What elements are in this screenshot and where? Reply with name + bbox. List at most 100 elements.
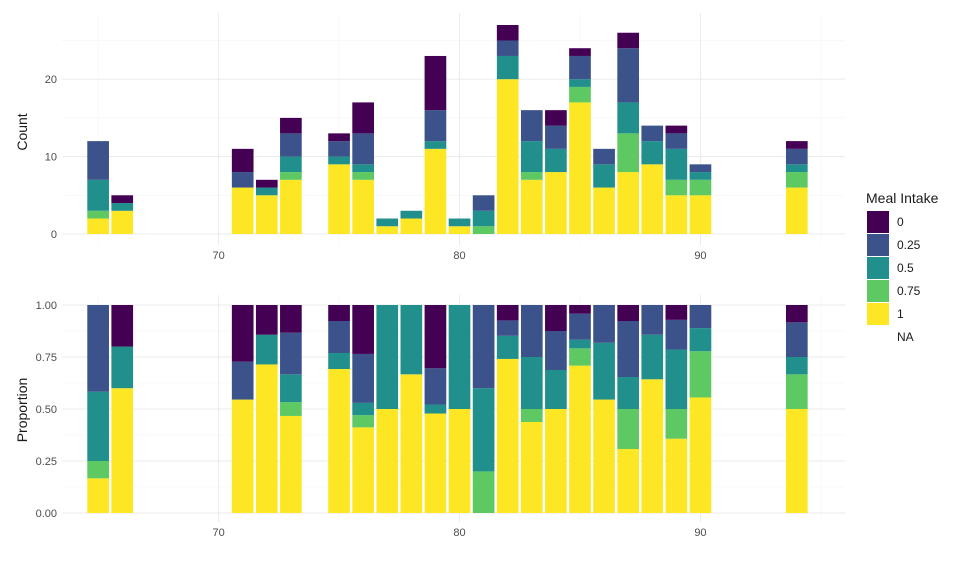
count-bar-87-intake-0 (617, 32, 640, 49)
count-bar-85-intake-0.25 (569, 55, 591, 80)
proportion-bar-82-intake-0 (496, 305, 519, 321)
legend-key-0.5 (867, 257, 889, 279)
count-bar-65-intake-1 (87, 218, 109, 234)
count-bar-73-intake-1 (280, 179, 302, 234)
legend-label-0.5: 0.5 (897, 261, 914, 275)
count-bar-72-intake-0 (255, 179, 278, 188)
proportion-bar-94-intake-0 (785, 305, 808, 323)
count-bar-94-intake-1 (785, 187, 808, 234)
proportion-panel: 0.00 0.25 0.50 0.75 1.00 70 80 90 Proportion (14, 295, 845, 539)
proportion-bar-87-intake-0.25 (617, 321, 640, 377)
proportion-bar-66-intake-0.5 (111, 346, 134, 389)
count-bar-76-intake-1 (352, 179, 374, 234)
count-y-axis-title: Count (14, 113, 30, 150)
count-bar-79-intake-1 (424, 148, 447, 234)
proportion-bar-76-intake-0.5 (352, 402, 374, 416)
count-x-ticks: 70 80 90 (212, 250, 706, 262)
proportion-y-tick-label: 0.00 (36, 508, 57, 520)
proportion-y-axis-title: Proportion (14, 378, 30, 443)
proportion-bar-76-intake-0.25 (352, 353, 374, 403)
proportion-x-tick-label: 90 (694, 527, 706, 539)
count-bar-72-intake-1 (255, 195, 278, 234)
proportion-bar-75-intake-0.25 (328, 321, 350, 353)
count-bar-81-intake-0.75 (472, 226, 495, 234)
count-y-tick-label: 0 (51, 229, 57, 241)
count-bar-87-intake-0.5 (617, 102, 640, 134)
proportion-bar-87-intake-1 (617, 449, 640, 513)
count-bar-85-intake-1 (569, 102, 591, 234)
proportion-bar-87-intake-0 (617, 305, 640, 321)
count-bar-89-intake-0.75 (665, 179, 688, 196)
count-bar-84-intake-0 (545, 110, 567, 126)
proportion-bar-82-intake-1 (496, 358, 519, 513)
count-bar-66-intake-0 (111, 195, 134, 204)
proportion-y-tick-label: 0.75 (36, 352, 57, 364)
proportion-y-tick-label: 0.25 (36, 456, 57, 468)
proportion-bar-81-intake-0.75 (472, 471, 495, 513)
legend-label-0.25: 0.25 (897, 238, 921, 252)
count-bar-76-intake-0 (352, 102, 374, 134)
count-bar-86-intake-0.5 (593, 164, 615, 188)
proportion-bar-78-intake-1 (400, 374, 423, 513)
count-bar-82-intake-0 (496, 25, 519, 41)
proportion-bar-72-intake-1 (255, 364, 278, 513)
count-bar-65-intake-0.25 (87, 141, 109, 180)
proportion-bar-90-intake-1 (689, 397, 712, 513)
count-bar-66-intake-1 (111, 210, 134, 234)
count-bar-83-intake-0.5 (520, 141, 543, 173)
count-bar-94-intake-0.25 (785, 148, 808, 165)
count-bar-82-intake-0.5 (496, 55, 519, 80)
proportion-bar-71-intake-0 (231, 305, 254, 362)
count-bar-78-intake-1 (400, 218, 423, 234)
proportion-bar-82-intake-0.25 (496, 320, 519, 336)
count-bar-83-intake-0.25 (520, 110, 543, 142)
legend-key-0 (867, 211, 889, 233)
proportion-bar-73-intake-0.75 (280, 402, 302, 416)
proportion-bar-85-intake-0.5 (569, 339, 591, 349)
count-bar-89-intake-0 (665, 125, 688, 134)
proportion-bar-71-intake-1 (231, 399, 254, 513)
count-bar-82-intake-1 (496, 79, 519, 235)
count-bar-76-intake-0.5 (352, 164, 374, 173)
proportion-bar-65-intake-0.5 (87, 391, 109, 461)
count-bar-85-intake-0.75 (569, 86, 591, 103)
count-bar-87-intake-0.75 (617, 133, 640, 173)
count-bar-90-intake-1 (689, 195, 712, 234)
proportion-y-tick-label: 1.00 (36, 300, 57, 312)
count-bar-82-intake-0.25 (496, 40, 519, 56)
proportion-bar-83-intake-0.25 (520, 305, 543, 357)
proportion-bar-73-intake-1 (280, 415, 302, 513)
count-bar-75-intake-0 (328, 133, 350, 142)
proportion-bar-86-intake-0.5 (593, 342, 615, 400)
proportion-bar-88-intake-0.5 (641, 334, 664, 380)
proportion-y-tick-label: 0.50 (36, 404, 57, 416)
count-y-tick-label: 10 (45, 152, 57, 164)
proportion-bar-94-intake-1 (785, 409, 808, 513)
proportion-bar-89-intake-0.75 (665, 409, 688, 439)
count-bar-84-intake-1 (545, 172, 567, 234)
proportion-x-ticks: 70 80 90 (212, 527, 706, 539)
count-bar-90-intake-0.5 (689, 172, 712, 180)
legend-key-0.25 (867, 234, 889, 256)
proportion-bar-84-intake-0 (545, 305, 567, 331)
proportion-bar-77-intake-0.5 (376, 305, 399, 409)
count-bar-73-intake-0.75 (280, 172, 302, 180)
proportion-bar-90-intake-0.75 (689, 351, 712, 398)
legend-key-0.75 (867, 280, 889, 302)
proportion-bar-78-intake-0.5 (400, 305, 423, 375)
count-bar-94-intake-0 (785, 141, 808, 149)
count-bar-76-intake-0.25 (352, 133, 374, 165)
proportion-bar-90-intake-0.5 (689, 328, 712, 352)
count-bar-79-intake-0 (424, 55, 447, 111)
proportion-bar-87-intake-0.5 (617, 377, 640, 409)
proportion-bar-83-intake-0.75 (520, 409, 543, 422)
count-bar-88-intake-1 (641, 164, 664, 234)
count-bar-81-intake-0.5 (472, 210, 495, 227)
proportion-bar-84-intake-1 (545, 409, 567, 513)
proportion-bar-75-intake-0.5 (328, 353, 350, 369)
count-bar-71-intake-1 (231, 187, 254, 234)
count-bar-84-intake-0.25 (545, 125, 567, 149)
count-bar-77-intake-1 (376, 226, 399, 234)
count-bar-81-intake-0.25 (472, 195, 495, 211)
